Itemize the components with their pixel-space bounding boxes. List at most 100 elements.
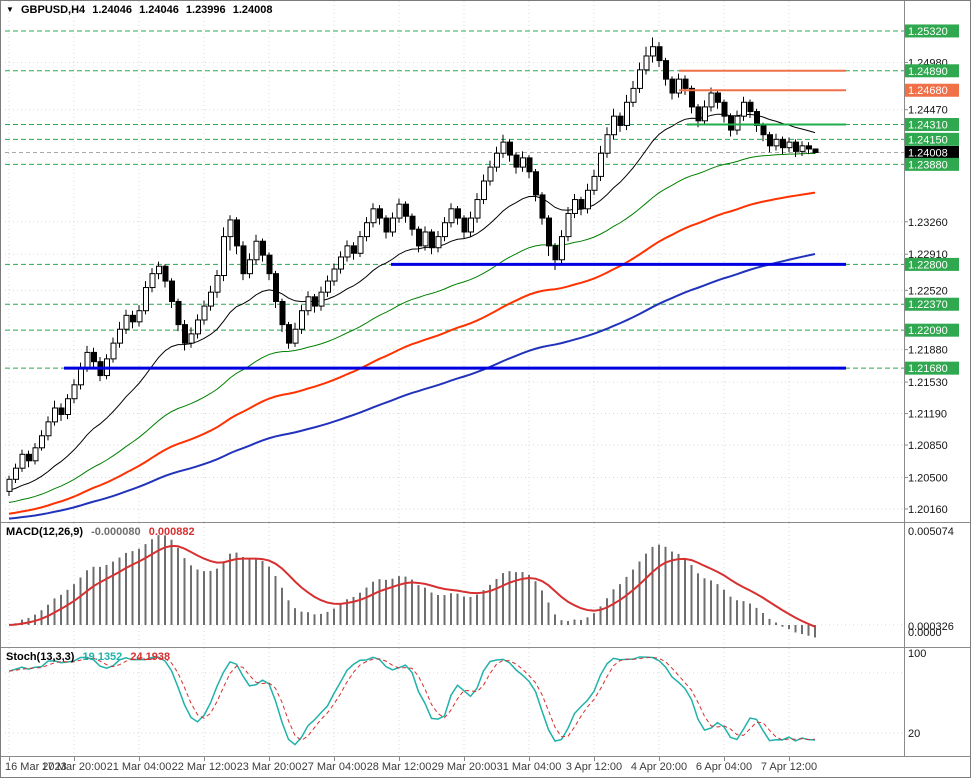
candle-bullish [325,280,331,293]
price-axis-label: 1.22370 [908,299,948,311]
ohlc-low-value: 1.23996 [185,4,226,16]
candle-bullish [253,240,260,261]
candle-bullish [676,78,682,94]
price-axis-label: 1.22090 [908,325,948,337]
time-axis-tick [464,757,465,761]
ohlc-high-value: 1.24046 [139,4,179,16]
candle-bearish [780,138,786,149]
time-axis[interactable]: 16 Mar 2023 17 Mar 20:00 21 Mar 04:00 22 Ma… [1,757,970,777]
candle-bearish [377,208,383,219]
stoch-indicator-label: Stoch(13,3,3) 19.1352 24.1938 [6,651,175,663]
time-axis-label: 7 Apr 12:00 [760,761,818,773]
candle-bullish [143,287,149,312]
candle-bullish [598,152,604,177]
candle-bullish [520,157,526,168]
candle-bearish [552,245,559,261]
panel-separator-stoch-axis [1,756,970,757]
ohlc-open-value: 1.24046 [92,4,132,16]
candle-bullish [344,245,351,258]
candle-bearish [546,217,552,247]
candle-bullish [799,145,806,152]
candle-bullish [110,342,117,360]
stoch-d-value: 24.1938 [130,651,171,663]
candle-bullish [364,222,370,238]
time-axis-tick [74,757,75,761]
macd-axis-label: 0.0000 [908,627,942,639]
candle-bullish [773,138,780,147]
price-axis-label: 1.24470 [908,105,948,117]
price-label-bg [905,157,959,171]
candle-bearish [162,265,169,282]
chart-menu-triangle-icon[interactable]: ▼ [6,5,14,14]
candle-bearish [513,154,520,168]
time-axis-label: 6 Apr 04:00 [695,761,753,773]
candle-bearish [767,134,773,147]
candle-bullish [292,328,299,344]
candle-bearish [793,141,799,152]
candle-bearish [286,324,292,344]
candle-bullish [702,106,708,122]
candle-bearish [656,46,663,62]
candle-bullish [71,384,78,400]
panel-separator-main-macd[interactable] [1,522,970,523]
candle-bullish [565,212,572,238]
panel-separator-macd-stoch[interactable] [1,647,970,648]
price-label-bg [905,24,959,38]
candle-bearish [260,240,266,256]
candle-bearish [689,87,695,108]
price-axis-label: 1.21190 [908,409,947,421]
time-axis-tick [789,757,790,761]
candle-bullish [84,351,91,369]
candle-bullish [331,268,338,282]
candle-bullish [630,87,637,103]
stoch-k-line [8,656,816,746]
candle-bullish [117,328,123,344]
candle-bullish [585,189,591,210]
symbol-ohlc-label: ▼ GBPUSD,H4 1.24046 1.24046 1.23996 1.24… [6,4,276,16]
price-label-bg [905,64,959,78]
candle-bullish [78,367,84,386]
candle-bearish [715,92,721,103]
price-axis-label: 1.24008 [908,147,948,159]
candle-bearish [507,141,513,156]
candle-bullish [559,236,565,261]
candle-bearish [175,300,182,326]
stoch-axis-label: 100 [908,648,926,660]
candle-bullish [448,208,455,224]
price-label-bg [905,83,959,97]
candle-bearish [669,78,676,94]
candle-bearish [578,199,585,210]
time-axis-tick [724,757,725,761]
price-axis-label: 1.21530 [908,377,948,389]
candle-bullish [338,256,344,270]
macd-signal-line [8,544,816,628]
price-label-bg [905,132,959,146]
main-chart-svg[interactable]: 1.253201.249801.248901.246801.244701.243… [1,1,971,522]
candle-bullish [156,265,162,275]
price-axis-label: 1.20500 [908,472,948,484]
candle-bullish [500,141,507,154]
candle-bearish [663,60,669,80]
candle-bullish [468,217,474,233]
price-axis-label: 1.24890 [908,66,948,78]
candle-bullish [214,275,221,293]
price-axis-label: 1.20850 [908,440,948,452]
price-label-bg [905,323,959,337]
candle-bearish [312,296,318,307]
candle-bearish [273,273,279,302]
candle-bullish [305,296,312,312]
stoch-axis-label: 20 [908,728,920,740]
price-label-bg [905,145,959,159]
stoch-name-label: Stoch(13,3,3) [6,651,75,663]
candle-bullish [221,236,227,277]
stoch-svg[interactable]: 100 20 [1,648,971,756]
time-axis-label: 28 Mar 12:00 [366,761,432,773]
candle-bearish [754,111,760,126]
candle-bearish [721,101,728,117]
candle-bearish [416,228,422,247]
price-axis-label: 1.23880 [908,159,948,171]
price-axis-divider [904,1,905,756]
candle-bullish [650,46,656,57]
candle-bullish [201,305,208,321]
